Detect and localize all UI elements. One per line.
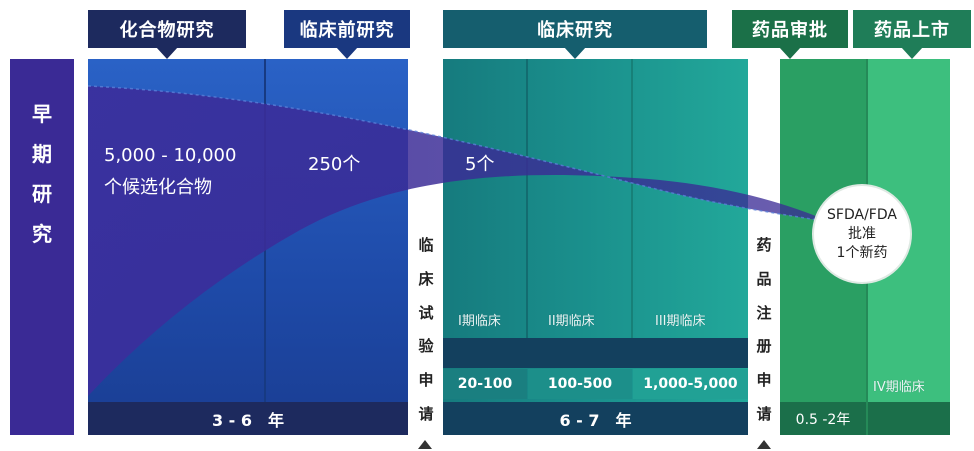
drug-registration-application: 药 品 注 册 申 请 <box>750 238 778 422</box>
stage-clinical-research: 临床研究 <box>443 10 707 59</box>
stage-drug-approval: 药品审批 <box>732 10 848 59</box>
cta-char-6: 请 <box>418 404 434 423</box>
clinical-dark-strip <box>443 338 748 368</box>
phase-2-label: II期临床 <box>548 314 595 329</box>
phase-4-label: IV期临床 <box>873 380 925 395</box>
stage-clinical-label: 临床研究 <box>537 20 613 41</box>
stage-preclinical-label: 临床前研究 <box>299 20 395 41</box>
subjects-phase-3: 1,000-5,000 <box>633 369 748 399</box>
candidate-count: 5,000 - 10,000 个候选化合物 <box>104 140 236 204</box>
early-research-bar <box>10 59 74 435</box>
clinical-trial-application: 临 床 试 验 申 请 <box>412 238 440 422</box>
approval-circle: SFDA/FDA 批准 1个新药 <box>812 184 912 284</box>
cta-char-3: 试 <box>418 303 434 322</box>
early-research-char-4: 究 <box>32 222 52 246</box>
cta-char-5: 申 <box>418 371 434 390</box>
dra-char-6: 请 <box>756 404 772 423</box>
stage-drug-market: 药品上市 <box>853 10 971 59</box>
subjects-phase-2: 100-500 <box>528 369 632 399</box>
cta-char-1: 临 <box>418 236 434 254</box>
dra-char-1: 药 <box>756 236 772 254</box>
cta-char-2: 床 <box>418 269 434 288</box>
clinical-count: 5个 <box>465 154 495 175</box>
clinical-divider-2 <box>631 59 633 339</box>
dra-char-3: 注 <box>756 303 772 322</box>
stage-market-label: 药品上市 <box>874 20 950 41</box>
early-research-char-1: 早 <box>32 102 52 126</box>
phase-3-label: III期临床 <box>655 314 706 329</box>
preclinical-count: 250个 <box>308 154 361 175</box>
stage-compound-label: 化合物研究 <box>119 20 215 41</box>
dra-arrow-icon <box>757 440 771 449</box>
dra-char-4: 册 <box>756 337 772 356</box>
candidate-count-line2: 个候选化合物 <box>104 177 212 198</box>
duration-approval: 0.5 -2年 <box>780 402 866 435</box>
phase-1-label: I期临床 <box>458 314 501 329</box>
duration-market-blank <box>868 402 950 435</box>
early-research-char-2: 期 <box>32 142 52 166</box>
clinical-divider-1 <box>526 59 528 339</box>
cta-arrow-icon <box>418 440 432 449</box>
approval-circle-line2: 批准 <box>848 225 876 242</box>
dra-char-5: 申 <box>756 371 772 390</box>
early-research-text: 早 期 研 究 <box>10 104 74 244</box>
subjects-phase-1: 20-100 <box>443 369 527 399</box>
early-research-char-3: 研 <box>32 182 52 206</box>
stage-preclinical-research: 临床前研究 <box>284 10 410 59</box>
duration-clinical: 6 - 7 年 <box>443 402 748 435</box>
stage-compound-research: 化合物研究 <box>88 10 246 59</box>
candidate-count-line1: 5,000 - 10,000 <box>104 145 237 166</box>
approval-circle-line3: 1个新药 <box>836 244 888 261</box>
duration-discovery: 3 - 6 年 <box>88 402 408 435</box>
stage-approval-label: 药品审批 <box>752 20 828 41</box>
approval-circle-line1: SFDA/FDA <box>827 206 897 223</box>
dra-char-2: 品 <box>756 269 772 288</box>
cta-char-4: 验 <box>418 337 434 356</box>
